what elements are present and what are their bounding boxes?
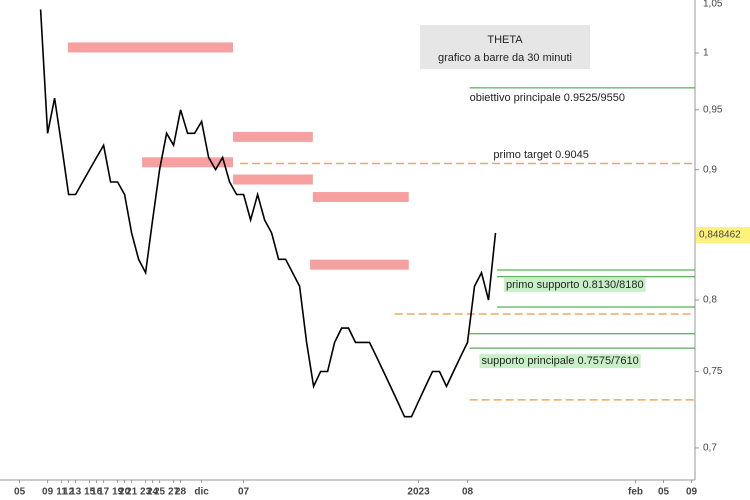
x-tick-label: 05	[14, 487, 26, 498]
resistance-zone	[312, 192, 409, 203]
x-tick-label: 05	[658, 487, 670, 498]
x-tick-label: 15	[84, 487, 96, 498]
y-tick-label: 0,75	[703, 366, 723, 377]
y-tick-label: 0,8	[703, 295, 717, 306]
resistance-zone	[310, 259, 409, 270]
x-tick-label: 09	[686, 487, 698, 498]
x-tick-label: 16	[91, 487, 103, 498]
annotation-bg	[479, 354, 641, 369]
annotation: supporto principale 0.7575/7610	[482, 355, 639, 367]
x-tick-label: 17	[98, 487, 110, 498]
price-label: 0,848462	[699, 230, 741, 241]
y-tick-label: 1,05	[703, 0, 723, 10]
x-tick-label: 27	[168, 487, 180, 498]
x-tick-label: 2023	[407, 487, 430, 498]
x-tick-label: 28	[175, 487, 187, 498]
x-tick-label: 11	[56, 487, 67, 498]
annotation: primo supporto 0.8130/8180	[506, 279, 644, 291]
resistance-zone	[67, 42, 234, 53]
price-label-bg	[696, 226, 750, 243]
title-box	[420, 25, 590, 69]
y-tick-label: 1	[703, 48, 709, 59]
x-tick-label: feb	[628, 487, 643, 498]
x-tick-label: 20	[119, 487, 131, 498]
annotation: primo target 0.9045	[493, 149, 588, 161]
x-tick-label: 23	[140, 487, 152, 498]
resistance-zone	[233, 131, 313, 142]
x-tick-label: dic	[194, 487, 209, 498]
resistance-zone	[233, 174, 313, 185]
x-tick-label: 09	[42, 487, 54, 498]
chart-subtitle: grafico a barre da 30 minuti	[438, 52, 572, 64]
x-tick-label: 08	[462, 487, 474, 498]
x-tick-label: 25	[154, 487, 166, 498]
chart-title: THETA	[487, 34, 523, 46]
x-tick-label: 12	[63, 487, 75, 498]
x-tick-label: 07	[238, 487, 250, 498]
annotation: obiettivo principale 0.9525/9550	[470, 92, 625, 104]
annotation-bg	[504, 277, 646, 292]
resistance-zone	[142, 157, 234, 168]
x-tick-label: 21	[126, 487, 138, 498]
price-line	[39, 9, 497, 418]
y-tick-label: 0,95	[703, 104, 723, 115]
x-tick-label: 24	[147, 487, 159, 498]
x-tick-label: 13	[70, 487, 82, 498]
y-tick-label: 0,9	[703, 164, 717, 175]
y-tick-label: 0,7	[703, 443, 717, 454]
x-tick-label: 19	[112, 487, 124, 498]
